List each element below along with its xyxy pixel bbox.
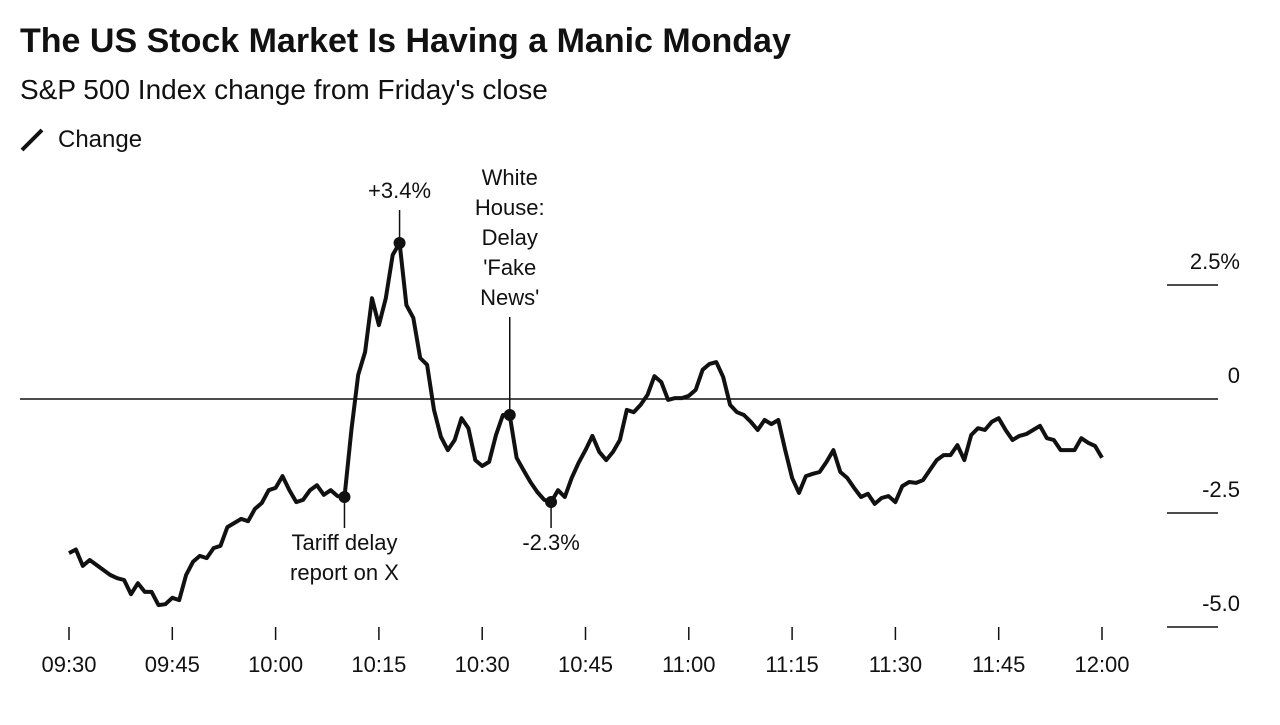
legend-swatch (20, 128, 44, 152)
y-tick-label: 0 (1228, 363, 1240, 388)
annotation-dot (338, 491, 351, 504)
x-tick-label: 12:00 (1074, 652, 1129, 677)
annotation-dot (393, 237, 406, 250)
chart-subtitle: S&P 500 Index change from Friday's close (20, 74, 548, 105)
annotation-text: White (482, 165, 538, 190)
y-tick-label: -2.5 (1202, 477, 1240, 502)
annotation-text: Tariff delay (291, 530, 397, 555)
y-tick-label: 2.5% (1190, 249, 1240, 274)
y-tick-label: -5.0 (1202, 591, 1240, 616)
x-tick-label: 10:30 (455, 652, 510, 677)
x-tick-label: 10:45 (558, 652, 613, 677)
annotation-text: Delay (482, 225, 538, 250)
annotation-text: House: (475, 195, 545, 220)
annotation-text: 'Fake (483, 255, 536, 280)
annotation-text: +3.4% (368, 178, 431, 203)
chart-title: The US Stock Market Is Having a Manic Mo… (20, 22, 791, 60)
x-tick-label: 11:00 (662, 652, 715, 677)
annotation-text: report on X (290, 560, 399, 585)
x-tick-label: 09:45 (145, 652, 200, 677)
annotation-text: News' (480, 285, 539, 310)
x-tick-label: 11:30 (869, 652, 922, 677)
x-tick-label: 09:30 (41, 652, 96, 677)
x-tick-label: 10:00 (248, 652, 303, 677)
annotation-dot (503, 408, 516, 421)
x-tick-label: 10:15 (351, 652, 406, 677)
x-tick-label: 11:45 (972, 652, 1025, 677)
annotation-text: -2.3% (522, 530, 579, 555)
x-tick-label: 11:15 (765, 652, 818, 677)
legend-label: Change (58, 126, 142, 153)
annotation-dot (545, 496, 558, 509)
series-line (68, 241, 1104, 608)
